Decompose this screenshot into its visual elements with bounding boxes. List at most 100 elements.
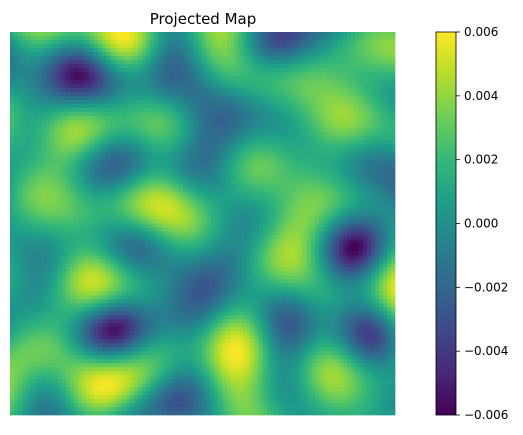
heatmap-cell bbox=[158, 231, 163, 236]
heatmap-cell bbox=[94, 175, 99, 180]
heatmap-cell bbox=[338, 131, 344, 137]
heatmap-cell bbox=[122, 235, 127, 240]
heatmap-cell bbox=[58, 123, 63, 129]
heatmap-cell bbox=[186, 131, 191, 137]
heatmap-cell bbox=[158, 203, 163, 208]
heatmap-cell bbox=[374, 123, 380, 129]
heatmap-cell bbox=[346, 71, 352, 77]
heatmap-cell bbox=[46, 211, 51, 216]
heatmap-cell bbox=[166, 127, 171, 133]
heatmap-cell bbox=[274, 195, 280, 200]
heatmap-cell bbox=[262, 87, 268, 93]
heatmap-cell bbox=[10, 143, 15, 149]
heatmap-cell bbox=[170, 47, 175, 53]
heatmap-cell bbox=[206, 51, 211, 57]
heatmap-cell bbox=[198, 215, 203, 220]
heatmap-cell bbox=[250, 179, 255, 184]
heatmap-cell bbox=[174, 75, 179, 81]
heatmap-cell bbox=[202, 32, 207, 37]
heatmap-cell bbox=[114, 111, 119, 117]
heatmap-cell bbox=[126, 131, 131, 137]
heatmap-cell bbox=[326, 219, 332, 224]
heatmap-cell bbox=[254, 75, 259, 81]
heatmap-cell bbox=[34, 147, 39, 153]
heatmap-cell bbox=[354, 159, 360, 165]
heatmap-cell bbox=[14, 35, 19, 41]
heatmap-cell bbox=[282, 39, 288, 45]
heatmap-cell bbox=[138, 75, 143, 81]
heatmap-cell bbox=[266, 67, 272, 73]
heatmap-cell bbox=[206, 107, 211, 113]
heatmap-cell bbox=[350, 223, 356, 228]
heatmap-cell bbox=[14, 71, 19, 77]
heatmap-cell bbox=[98, 103, 103, 109]
heatmap-cell bbox=[30, 199, 35, 204]
heatmap-cell bbox=[166, 171, 171, 176]
heatmap-cell bbox=[138, 87, 143, 93]
heatmap-cell bbox=[314, 191, 320, 196]
heatmap-cell bbox=[242, 163, 247, 168]
heatmap-cell bbox=[262, 99, 268, 105]
heatmap-cell bbox=[162, 203, 167, 208]
heatmap-cell bbox=[174, 231, 179, 236]
heatmap-cell bbox=[270, 35, 276, 41]
heatmap-cell bbox=[322, 43, 328, 49]
heatmap-cell bbox=[166, 83, 171, 89]
heatmap-cell bbox=[362, 219, 368, 224]
heatmap-cell bbox=[154, 51, 159, 57]
heatmap-cell bbox=[118, 79, 123, 85]
heatmap-cell bbox=[322, 219, 328, 224]
heatmap-cell bbox=[98, 43, 103, 49]
heatmap-cell bbox=[210, 87, 215, 93]
heatmap-cell bbox=[30, 147, 35, 153]
heatmap-cell bbox=[346, 187, 352, 192]
heatmap-cell bbox=[202, 227, 207, 232]
heatmap-cell bbox=[130, 167, 135, 172]
heatmap-cell bbox=[374, 207, 380, 212]
heatmap-cell bbox=[346, 199, 352, 204]
heatmap-cell bbox=[102, 151, 107, 157]
heatmap-cell bbox=[162, 107, 167, 113]
heatmap-cell bbox=[278, 99, 284, 105]
heatmap-cell bbox=[222, 151, 227, 157]
heatmap-cell bbox=[14, 67, 19, 73]
heatmap-cell bbox=[34, 215, 39, 220]
heatmap-cell bbox=[146, 51, 151, 57]
heatmap-cell bbox=[134, 235, 139, 240]
heatmap-cell bbox=[166, 211, 171, 216]
heatmap-cell bbox=[38, 155, 43, 161]
heatmap-cell bbox=[234, 55, 239, 61]
heatmap-cell bbox=[290, 127, 296, 133]
heatmap-cell bbox=[382, 35, 388, 41]
heatmap-cell bbox=[366, 167, 372, 172]
heatmap-cell bbox=[354, 143, 360, 149]
heatmap-cell bbox=[306, 111, 312, 117]
heatmap-cell bbox=[210, 111, 215, 117]
heatmap-cell bbox=[350, 103, 356, 109]
heatmap-cell bbox=[94, 75, 99, 81]
heatmap-cell bbox=[90, 223, 95, 228]
heatmap-cell bbox=[282, 191, 288, 196]
heatmap-cell bbox=[314, 47, 320, 53]
heatmap-cell bbox=[158, 143, 163, 149]
heatmap-cell bbox=[222, 103, 227, 109]
heatmap-cell bbox=[154, 143, 159, 149]
heatmap-cell bbox=[14, 95, 19, 101]
heatmap-cell bbox=[178, 51, 183, 57]
heatmap-cell bbox=[374, 43, 380, 49]
heatmap-cell bbox=[158, 135, 163, 141]
heatmap-cell bbox=[98, 119, 103, 125]
heatmap-cell bbox=[242, 215, 247, 220]
heatmap-cell bbox=[210, 203, 215, 208]
heatmap-cell bbox=[114, 183, 119, 188]
heatmap-cell bbox=[34, 219, 39, 224]
heatmap-cell bbox=[22, 227, 27, 232]
heatmap-cell bbox=[366, 127, 372, 133]
heatmap-cell bbox=[362, 139, 368, 145]
heatmap-cell bbox=[78, 39, 83, 45]
heatmap-cell bbox=[162, 55, 167, 61]
heatmap-cell bbox=[370, 159, 376, 165]
heatmap-cell bbox=[130, 175, 135, 180]
heatmap-cell bbox=[42, 139, 47, 145]
heatmap-cell bbox=[34, 55, 39, 61]
